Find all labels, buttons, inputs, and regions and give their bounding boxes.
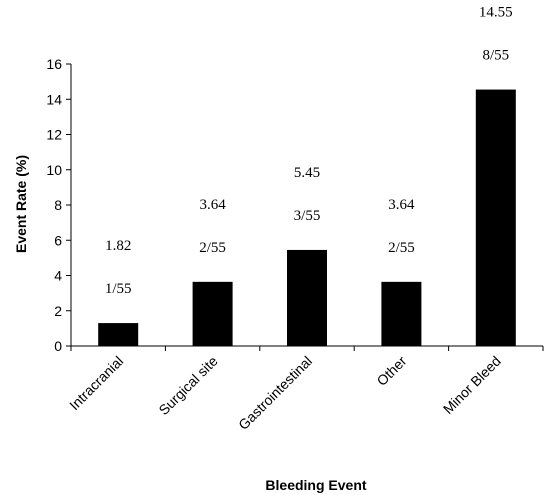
bar-count-label: 1/55: [105, 281, 132, 297]
y-axis-title: Event Rate (%): [13, 155, 29, 253]
y-tick-label: 0: [54, 338, 62, 354]
bar-rate-label: 3.64: [388, 197, 415, 213]
bar-gastrointestinal: [287, 249, 327, 346]
x-tick-label: Minor Bleed: [440, 353, 504, 417]
y-tick-label: 2: [54, 303, 62, 319]
x-tick-label: Gastrointestinal: [235, 353, 315, 433]
bar-intracranial: [98, 323, 139, 346]
plot-area: 0 2 4 6 8 10 12 14 16 1/55 1.82 Intracranial 2/55 3.6…: [46, 5, 544, 433]
bar-rate-label: 1.82: [105, 238, 131, 254]
bar-surgical-site: [192, 281, 233, 346]
x-tick-label: Other: [373, 353, 409, 389]
y-tick-label: 16: [46, 56, 62, 72]
bar-count-label: 3/55: [294, 208, 321, 224]
y-tick-label: 8: [54, 197, 62, 213]
bar-count-label: 2/55: [199, 240, 226, 256]
bar-count-label: 2/55: [388, 240, 415, 256]
y-tick-label: 14: [46, 91, 62, 107]
y-tick-label: 6: [54, 232, 62, 248]
y-tick-label: 12: [46, 127, 62, 143]
x-tick-label: Intracranial: [66, 353, 126, 413]
bar-other: [381, 281, 422, 346]
bar-rate-label: 5.45: [294, 165, 320, 181]
y-tick-label: 10: [46, 162, 62, 178]
bar-count-label: 8/55: [482, 48, 509, 64]
bar-rate-label: 3.64: [199, 197, 226, 213]
x-axis-title: Bleeding Event: [265, 477, 366, 493]
y-tick-label: 4: [54, 268, 62, 284]
x-tick-label: Surgical site: [155, 353, 220, 418]
bar-minor-bleed: [475, 89, 516, 347]
bar-rate-label: 14.55: [479, 5, 513, 21]
